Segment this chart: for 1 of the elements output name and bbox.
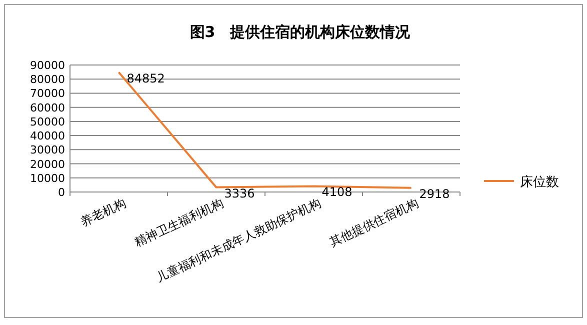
title: 图3 提供住宿的机构床位数情况 bbox=[190, 23, 410, 41]
